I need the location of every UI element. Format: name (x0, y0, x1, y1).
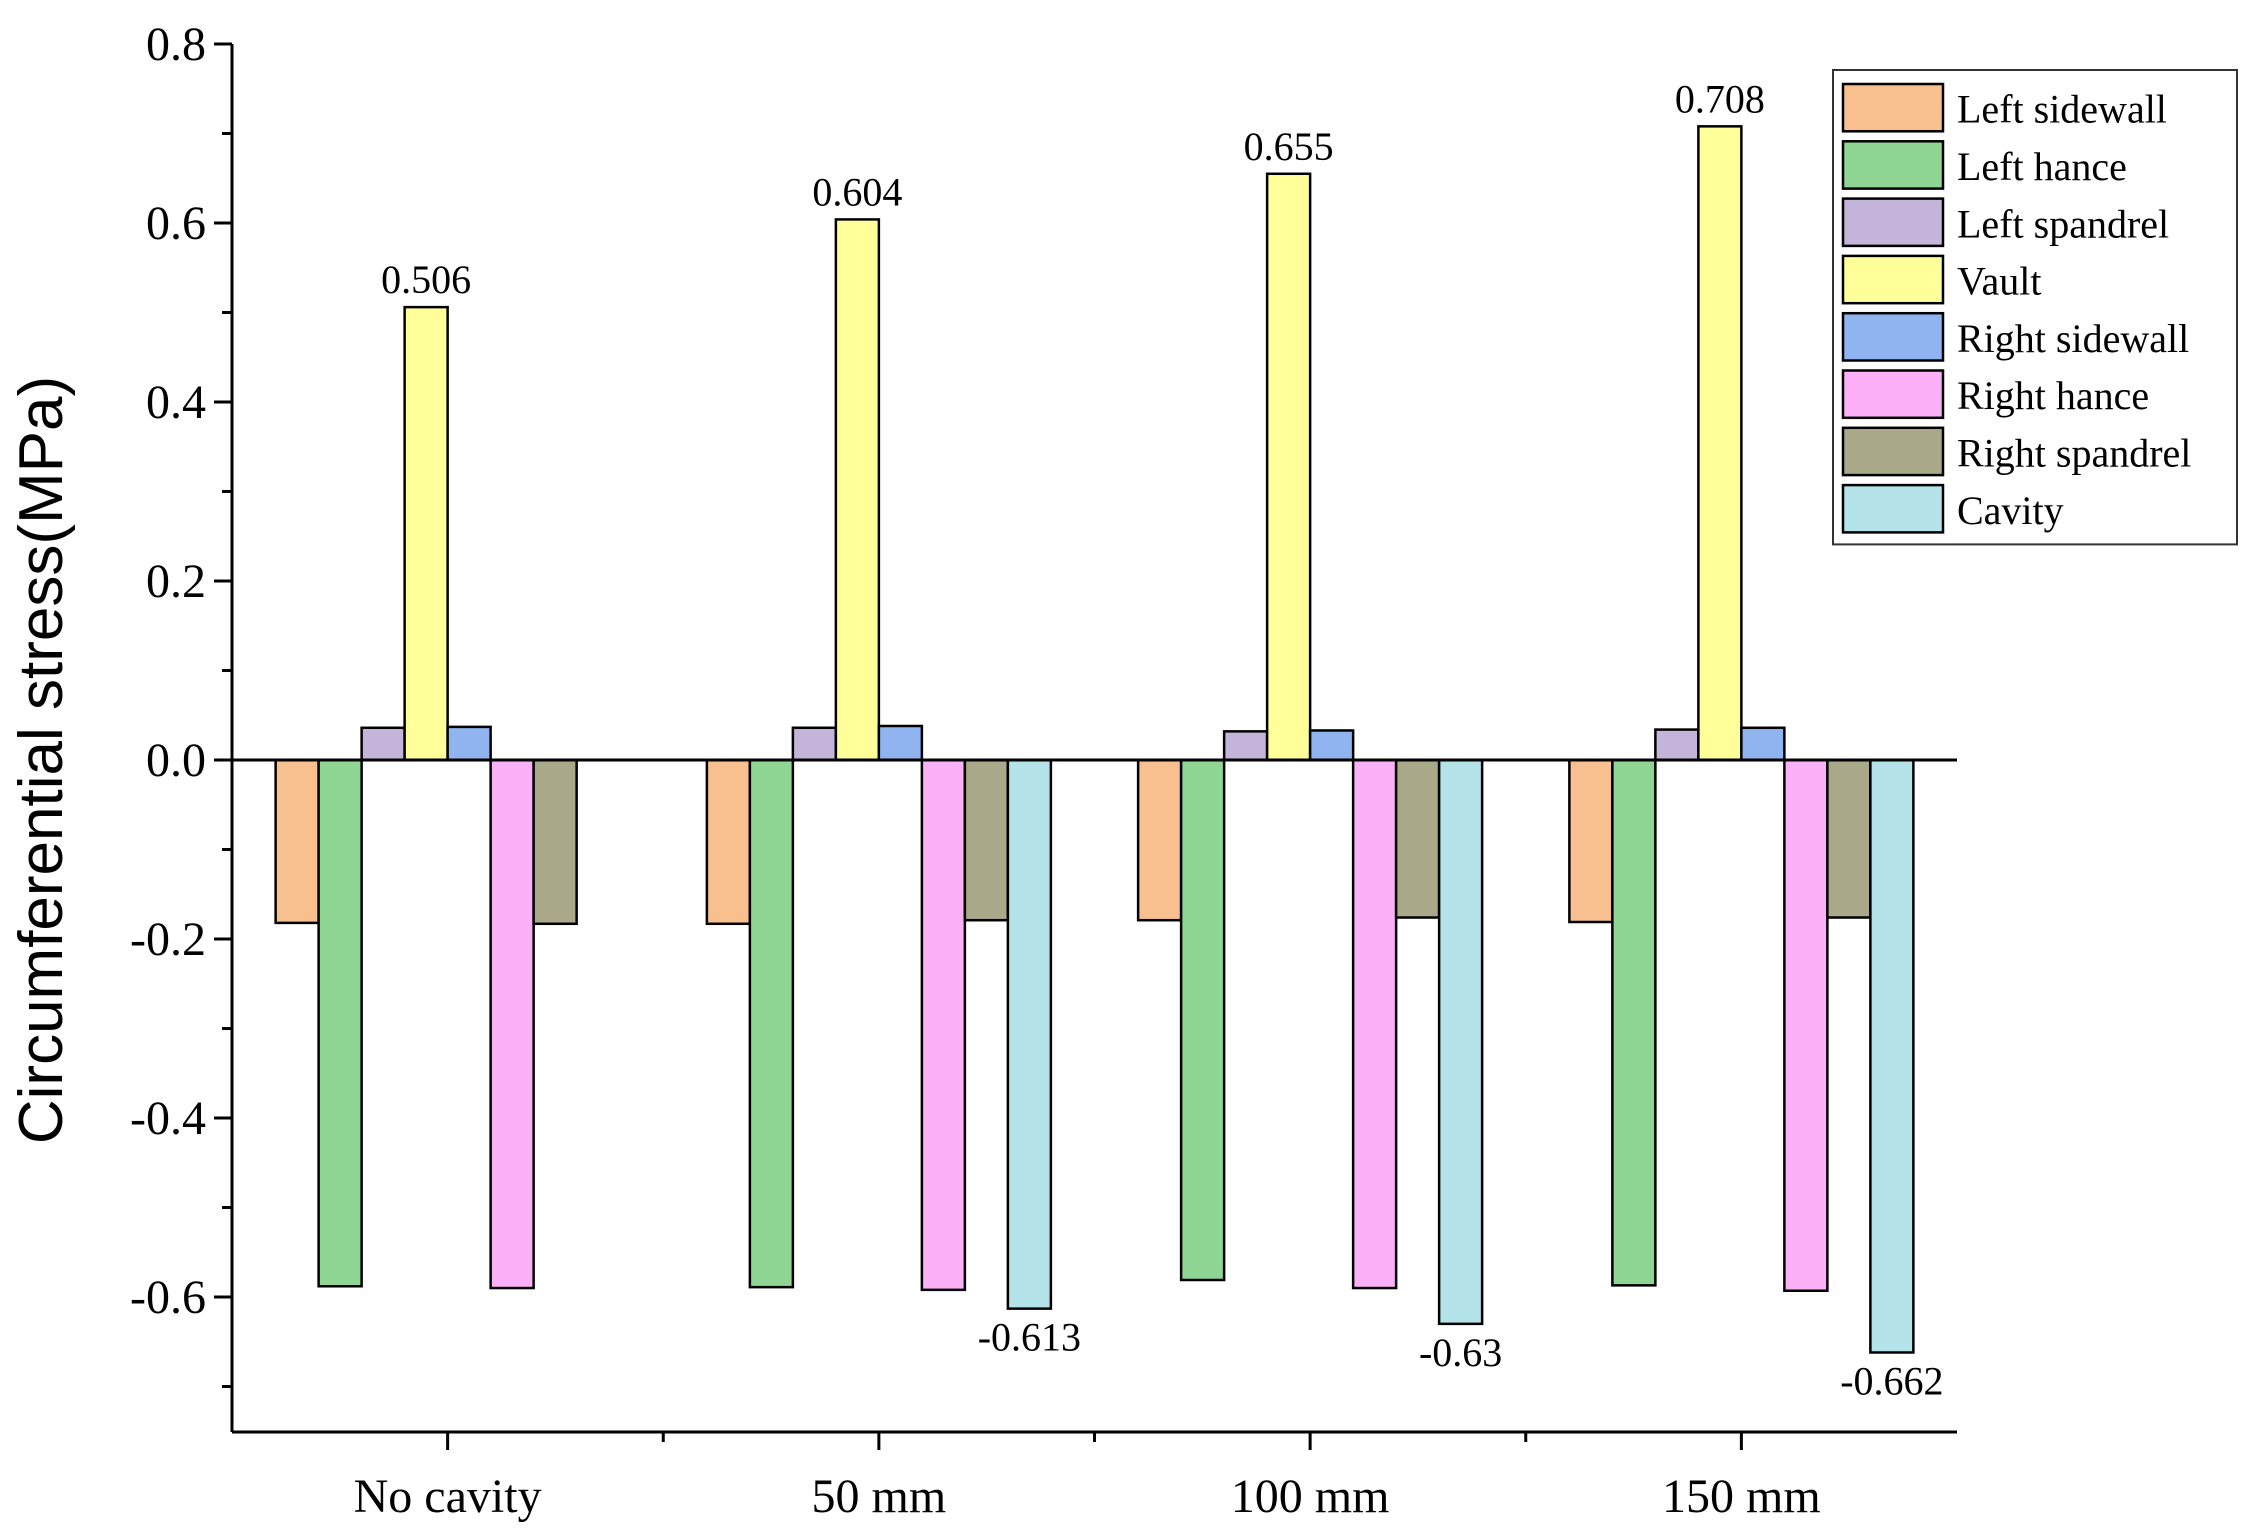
legend-label: Left sidewall (1957, 87, 2167, 132)
bar (1308, 729, 1355, 762)
bar (360, 726, 406, 762)
data-labels: 0.506 0.604 0.655 0.708 -0.613 -0.63 -0.662 (381, 76, 1943, 1403)
legend-label: Right spandrel (1957, 430, 2191, 475)
legend-swatch (1841, 311, 1945, 362)
y-tick-label: 0.2 (146, 555, 206, 608)
bar (1654, 728, 1700, 762)
data-label: -0.613 (978, 1315, 1081, 1360)
legend-swatch (1841, 254, 1945, 305)
bar (317, 758, 363, 1288)
bar (834, 218, 881, 762)
bar (403, 305, 449, 762)
x-tick-label: No cavity (354, 1470, 542, 1523)
legend-label: Right hance (1957, 373, 2149, 418)
legend-swatch (1841, 197, 1945, 248)
bar (1437, 758, 1484, 1326)
y-tick-label: 0.6 (146, 197, 206, 250)
y-tick-label: -0.6 (130, 1271, 206, 1324)
bar (963, 758, 1010, 922)
bar (1006, 758, 1053, 1310)
legend-label: Cavity (1957, 488, 2064, 533)
bar (705, 758, 752, 926)
bar (274, 758, 320, 925)
legend-label: Vault (1957, 259, 2041, 304)
bar (1697, 125, 1743, 762)
bar (1740, 726, 1786, 762)
bar (1869, 758, 1915, 1354)
bar (1783, 758, 1829, 1292)
bar (1351, 758, 1398, 1290)
data-label: 0.708 (1675, 76, 1765, 121)
bar (748, 758, 795, 1289)
bar (1568, 758, 1614, 924)
bar (1265, 172, 1312, 762)
bar (1222, 730, 1269, 762)
x-tick-label: 100 mm (1231, 1470, 1390, 1523)
y-tick-label: -0.2 (130, 913, 206, 966)
bar (1136, 758, 1183, 922)
bar (1826, 758, 1872, 919)
data-label: 0.655 (1244, 124, 1334, 169)
data-label: 0.604 (812, 169, 902, 214)
y-axis-ticks: 0.8 0.6 0.4 0.2 0.0 -0.2 -0.4 -0.6 (130, 18, 232, 1388)
bar (791, 726, 838, 762)
legend-swatch (1841, 82, 1945, 133)
y-tick-label: 0.0 (146, 734, 206, 787)
y-axis-label: Circumferential stress(MPa) (7, 376, 76, 1144)
legend-swatch (1841, 140, 1945, 190)
legend-label: Right sidewall (1957, 316, 2189, 361)
bar (877, 724, 924, 762)
y-tick-label: 0.8 (146, 18, 206, 71)
bar (920, 758, 967, 1292)
legend-label: Left spandrel (1957, 201, 2169, 246)
bar (532, 758, 578, 926)
x-tick-label: 50 mm (812, 1470, 947, 1523)
bar (489, 758, 535, 1290)
bar (1611, 758, 1657, 1287)
bars (274, 125, 1915, 1354)
legend-swatch (1841, 483, 1945, 534)
y-tick-label: -0.4 (130, 1092, 206, 1145)
legend: Left sidewall Left hance Left spandrel Vaul… (1832, 69, 2238, 546)
bar (1179, 758, 1226, 1282)
y-tick-label: 0.4 (146, 376, 206, 429)
legend-swatch (1841, 369, 1945, 420)
data-label: -0.662 (1840, 1358, 1943, 1403)
legend-swatch (1841, 426, 1945, 477)
x-tick-label: 150 mm (1662, 1470, 1821, 1523)
x-axis-ticks: No cavity 50 mm 100 mm 150 mm (354, 1432, 1821, 1523)
data-label: -0.63 (1419, 1330, 1502, 1375)
axes (230, 44, 1957, 1434)
bar (1394, 758, 1441, 919)
bar (446, 725, 492, 762)
legend-label: Left hance (1957, 144, 2127, 189)
data-label: 0.506 (381, 257, 471, 302)
